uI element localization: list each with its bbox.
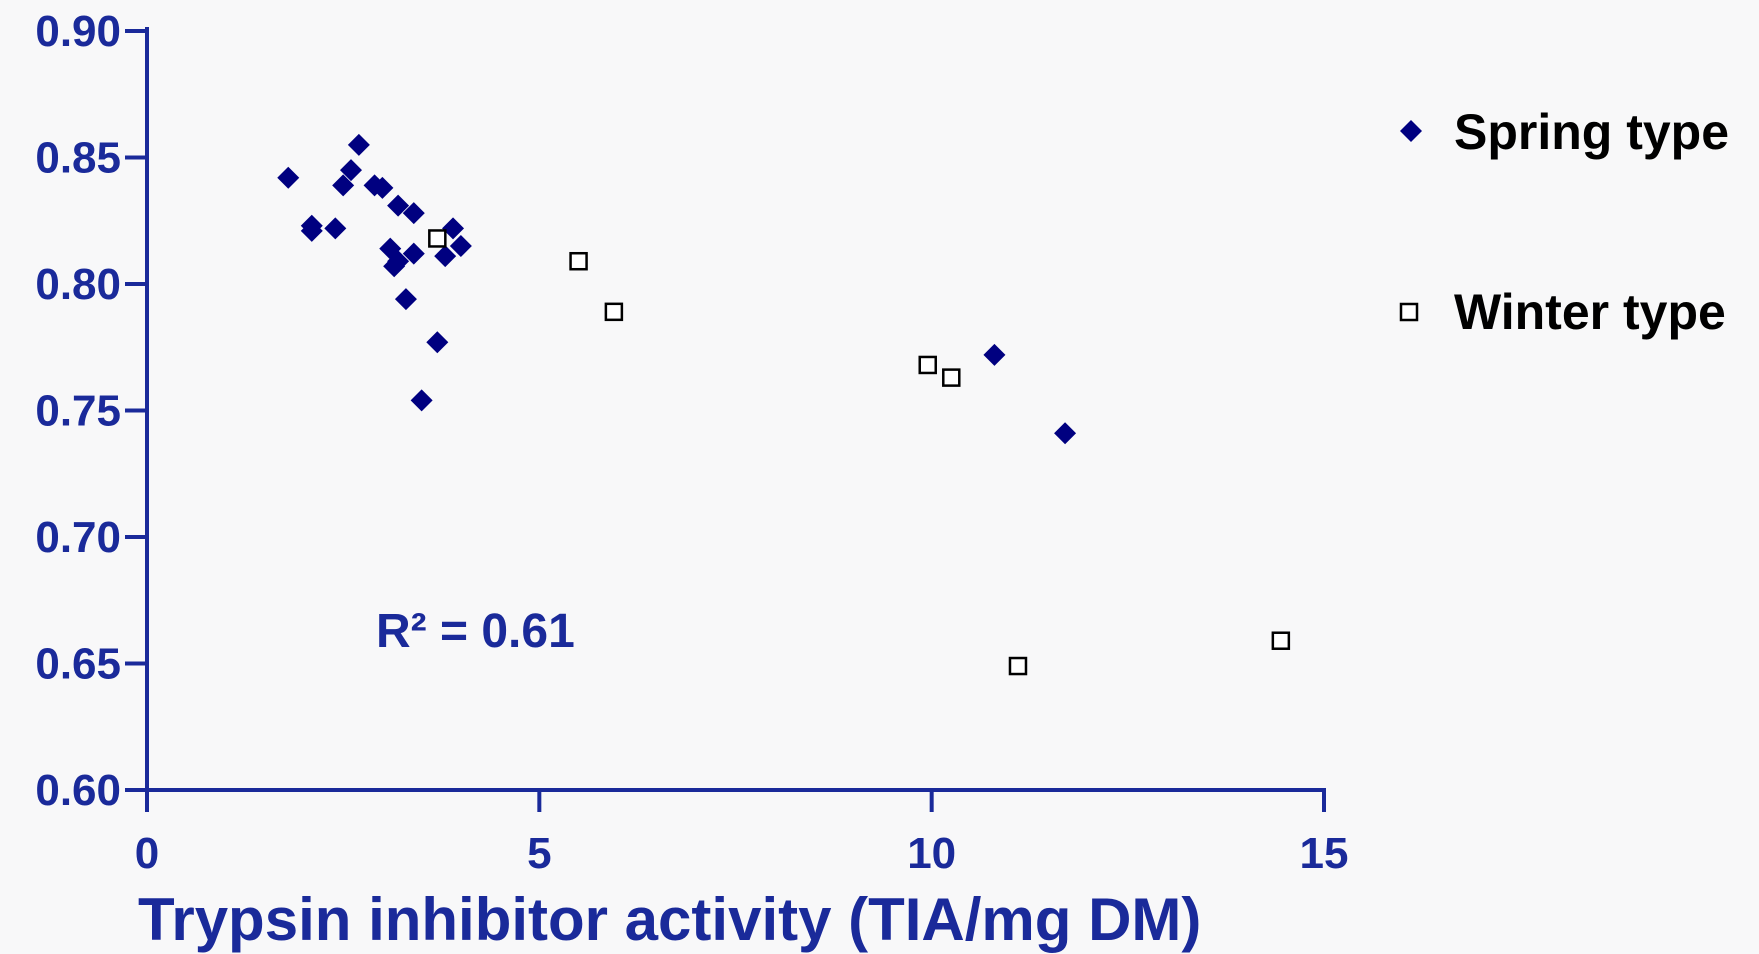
data-point-spring [402,242,425,265]
x-tick-label: 5 [527,829,551,878]
data-point-spring [387,194,410,217]
legend-label: Spring type [1454,104,1729,160]
data-point-spring [347,133,370,156]
data-point-spring [324,217,347,240]
data-point-spring [426,331,449,354]
y-tick-label: 0.80 [35,260,121,309]
data-point-winter [918,355,937,375]
y-tick-label: 0.90 [35,7,121,56]
legend-label: Winter type [1454,284,1726,340]
tick-labels: 0.60 0.65 0.70 0.75 0.80 0.85 0.90 0 5 10 15 [35,7,1348,878]
data-point-winter [569,251,588,271]
data-point-spring [371,176,394,199]
data-point-winter [1008,656,1028,676]
data-point-spring [1054,422,1077,445]
legend-marker-spring [1400,120,1422,142]
data-point-spring [387,250,410,273]
legend: Spring type Winter type [1399,104,1729,340]
data-point-spring [277,166,300,189]
legend-marker-winter [1399,302,1419,322]
r-squared-annotation: R² = 0.61 [376,605,575,658]
data-point-winter [1271,631,1291,650]
y-tick-label: 0.60 [35,766,121,815]
data-point-spring [332,174,355,197]
y-tick-label: 0.75 [35,387,121,436]
legend-entry: Winter type [1399,284,1726,340]
data-point-spring [340,159,363,182]
data-point-spring [449,235,472,258]
data-point-spring [983,343,1006,366]
data-point-winter [942,368,961,387]
x-tick-label: 10 [907,829,956,878]
x-tick-label: 15 [1300,829,1349,878]
data-point-spring [434,245,457,268]
series-spring [277,133,1077,445]
data-point-spring [402,202,425,225]
series-winter [428,229,1291,676]
y-tick-label: 0.65 [35,640,121,689]
x-tick-label: 0 [135,829,159,878]
data-point-spring [442,217,465,240]
y-tick-label: 0.85 [35,134,121,183]
data-point-winter [604,302,624,322]
y-tick-label: 0.70 [35,513,121,562]
data-point-winter [428,229,447,248]
data-point-spring [394,288,417,311]
axes [125,27,1326,812]
data-point-spring [300,219,323,242]
legend-entry: Spring type [1400,104,1729,160]
data-points [277,133,1291,676]
data-point-spring [410,389,433,412]
x-axis-label: Trypsin inhibitor activity (TIA/mg DM) [138,886,1201,953]
